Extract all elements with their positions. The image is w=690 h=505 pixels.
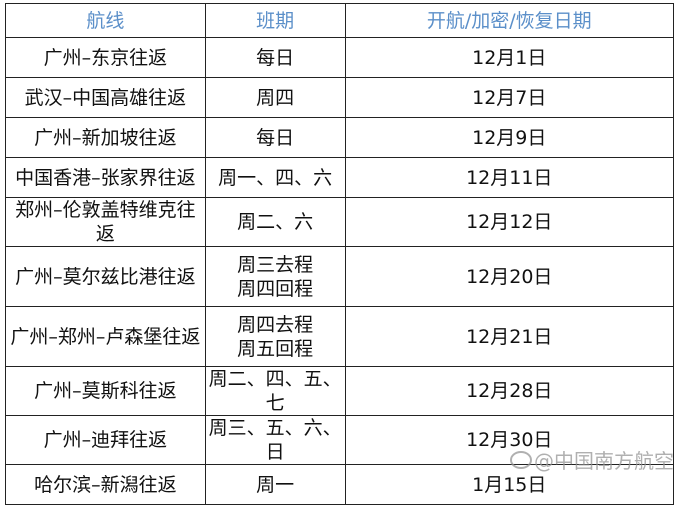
schedule-line: 周一、四、六 [218, 166, 333, 189]
schedule-cell: 周三、五、六、日 [204, 415, 346, 465]
table-row: 广州–新加坡往返 每日 12月9日 [5, 117, 674, 158]
date-cell: 12月9日 [344, 117, 674, 158]
route-cell: 广州–新加坡往返 [5, 117, 206, 158]
route-cell: 郑州–伦敦盖特维克往返 [5, 197, 206, 247]
date-cell: 12月21日 [344, 306, 674, 367]
weibo-icon [510, 450, 532, 469]
route-cell: 广州–东京往返 [5, 37, 206, 78]
schedule-line: 周四 [256, 86, 295, 109]
watermark: @中国南方航空 [510, 445, 674, 474]
table-row: 广州–郑州–卢森堡往返 周四去程 周五回程 12月21日 [5, 306, 674, 367]
schedule-line: 周四去程 [237, 313, 314, 336]
schedule-line: 周二、六 [237, 211, 314, 233]
table-row: 郑州–伦敦盖特维克往返 周二、六 12月12日 [5, 197, 674, 247]
date-cell: 12月11日 [344, 157, 674, 198]
flight-schedule-table: 航线 班期 开航/加密/恢复日期 广州–东京往返 每日 12月1日 武汉–中国高雄往返… [5, 3, 674, 505]
date-cell: 12月12日 [344, 197, 674, 247]
schedule-line: 周二、四、五、七 [208, 368, 342, 414]
watermark-text: @中国南方航空 [534, 449, 674, 473]
route-cell: 广州–郑州–卢森堡往返 [5, 306, 206, 367]
schedule-line: 周五回程 [237, 337, 314, 360]
schedule-cell: 周三去程 周四回程 [204, 246, 346, 307]
date-cell: 12月7日 [344, 77, 674, 118]
schedule-line: 周三去程 [237, 253, 314, 276]
route-cell: 广州–莫斯科往返 [5, 366, 206, 416]
table-row: 武汉–中国高雄往返 周四 12月7日 [5, 77, 674, 118]
table-row: 广州–东京往返 每日 12月1日 [5, 37, 674, 78]
table-row: 广州–莫尔兹比港往返 周三去程 周四回程 12月20日 [5, 246, 674, 307]
schedule-cell: 周一 [204, 464, 346, 505]
schedule-line: 周三、五、六、日 [208, 417, 342, 463]
route-cell: 中国香港–张家界往返 [5, 157, 206, 198]
route-cell: 广州–迪拜往返 [5, 415, 206, 465]
schedule-cell: 周四 [204, 77, 346, 118]
schedule-line: 周一 [256, 473, 295, 496]
header-row: 航线 班期 开航/加密/恢复日期 [5, 3, 674, 38]
schedule-line: 周四回程 [237, 277, 314, 300]
schedule-cell: 周一、四、六 [204, 157, 346, 198]
schedule-cell: 周二、六 [204, 197, 346, 247]
schedule-cell: 周四去程 周五回程 [204, 306, 346, 367]
date-cell: 12月20日 [344, 246, 674, 307]
schedule-line: 每日 [256, 126, 295, 149]
schedule-cell: 周二、四、五、七 [204, 366, 346, 416]
route-cell: 哈尔滨–新潟往返 [5, 464, 206, 505]
schedule-cell: 每日 [204, 117, 346, 158]
header-date: 开航/加密/恢复日期 [344, 3, 674, 38]
date-cell: 12月1日 [344, 37, 674, 78]
schedule-line: 每日 [256, 46, 295, 69]
table-row: 广州–迪拜往返 周三、五、六、日 12月30日 [5, 415, 674, 465]
date-cell: 12月30日 [344, 415, 674, 465]
table-row: 广州–莫斯科往返 周二、四、五、七 12月28日 [5, 366, 674, 416]
schedule-cell: 每日 [204, 37, 346, 78]
route-cell: 广州–莫尔兹比港往返 [5, 246, 206, 307]
header-schedule: 班期 [204, 3, 346, 38]
table-row: 中国香港–张家界往返 周一、四、六 12月11日 [5, 157, 674, 198]
date-cell: 12月28日 [344, 366, 674, 416]
route-cell: 武汉–中国高雄往返 [5, 77, 206, 118]
header-route: 航线 [5, 3, 206, 38]
